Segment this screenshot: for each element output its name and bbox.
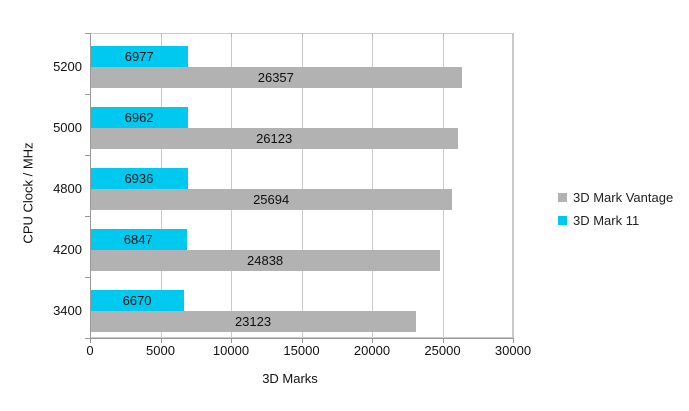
bar-3d-mark-vantage: 26357: [90, 67, 462, 88]
bar-value-label: 6670: [122, 293, 152, 308]
legend-color-swatch: [558, 193, 567, 202]
y-axis-category-label: 3400: [53, 303, 82, 318]
gridline: [231, 33, 232, 338]
x-axis-tick: [513, 339, 514, 343]
bar-value-label: 6936: [124, 171, 154, 186]
legend-item-3d-mark-11: 3D Mark 11: [558, 209, 673, 232]
top-axis-tick: [301, 33, 303, 37]
x-axis-tick-label: 25000: [424, 343, 461, 358]
y-axis-title: CPU Clock / MHz: [20, 142, 36, 244]
legend-label: 3D Mark 11: [573, 213, 640, 228]
bar-value-label: 25694: [253, 192, 290, 207]
bar-3d-mark-11: 6847: [90, 229, 187, 250]
x-axis-tick-label: 15000: [283, 343, 320, 358]
top-axis-tick: [160, 33, 162, 37]
legend-label: 3D Mark Vantage: [573, 190, 674, 205]
x-axis-tick-label: 10000: [212, 343, 250, 358]
bar-3d-mark-11: 6962: [90, 107, 189, 128]
y-axis-tick: [85, 216, 90, 217]
y-axis-tick: [85, 277, 90, 278]
x-axis-title: 3D Marks: [262, 371, 318, 386]
bar-value-label: 23123: [234, 314, 272, 329]
legend: 3D Mark Vantage 3D Mark 11: [558, 186, 673, 232]
bar-value-label: 6847: [123, 232, 153, 247]
y-axis-category-label: 4800: [53, 181, 82, 196]
x-axis-tick: [160, 339, 162, 343]
x-axis-tick: [90, 339, 91, 343]
bar-3d-mark-vantage: 23123: [90, 311, 417, 332]
bar-3d-mark-11: 6936: [90, 168, 188, 189]
x-axis-tick-label: 30000: [494, 343, 532, 358]
bar-value-label: 26123: [256, 131, 293, 146]
y-axis-category-label: 5200: [53, 59, 82, 74]
bar-3d-mark-11: 6977: [90, 46, 189, 67]
bar-value-label: 26357: [257, 70, 294, 85]
top-axis-tick: [231, 33, 232, 37]
bar-value-label: 6962: [124, 110, 154, 125]
x-axis-line: [90, 338, 514, 339]
x-axis-tick: [442, 339, 444, 343]
bar-3d-mark-vantage: 25694: [90, 189, 453, 210]
top-axis-tick: [372, 33, 373, 37]
y-axis-category-label: 4200: [53, 242, 82, 257]
x-axis-tick: [372, 339, 373, 343]
legend-color-swatch: [558, 216, 567, 225]
y-axis-tick: [85, 155, 90, 156]
gridline: [513, 33, 514, 338]
top-axis-tick: [442, 33, 444, 37]
y-axis-tick: [85, 33, 90, 34]
x-axis-tick: [231, 339, 232, 343]
y-axis-tick: [85, 338, 90, 339]
gridline: [372, 33, 373, 338]
bar-3d-mark-11: 6670: [90, 290, 185, 311]
gridline: [301, 33, 303, 338]
bar-value-label: 6977: [124, 49, 154, 64]
x-axis-tick-label: 20000: [353, 343, 391, 358]
x-axis-tick-label: 0: [86, 343, 94, 358]
y-axis-category-label: 5000: [53, 120, 82, 135]
legend-item-3d-mark-vantage: 3D Mark Vantage: [558, 186, 673, 209]
gridline: [442, 33, 444, 338]
bar-3d-mark-vantage: 26123: [90, 128, 459, 149]
y-axis-line: [90, 33, 91, 339]
y-axis-tick: [85, 94, 90, 95]
x-axis-tick-label: 5000: [146, 343, 175, 358]
bar-value-label: 24838: [247, 253, 284, 268]
x-axis-tick: [301, 339, 303, 343]
bar-3d-mark-vantage: 24838: [90, 250, 441, 271]
